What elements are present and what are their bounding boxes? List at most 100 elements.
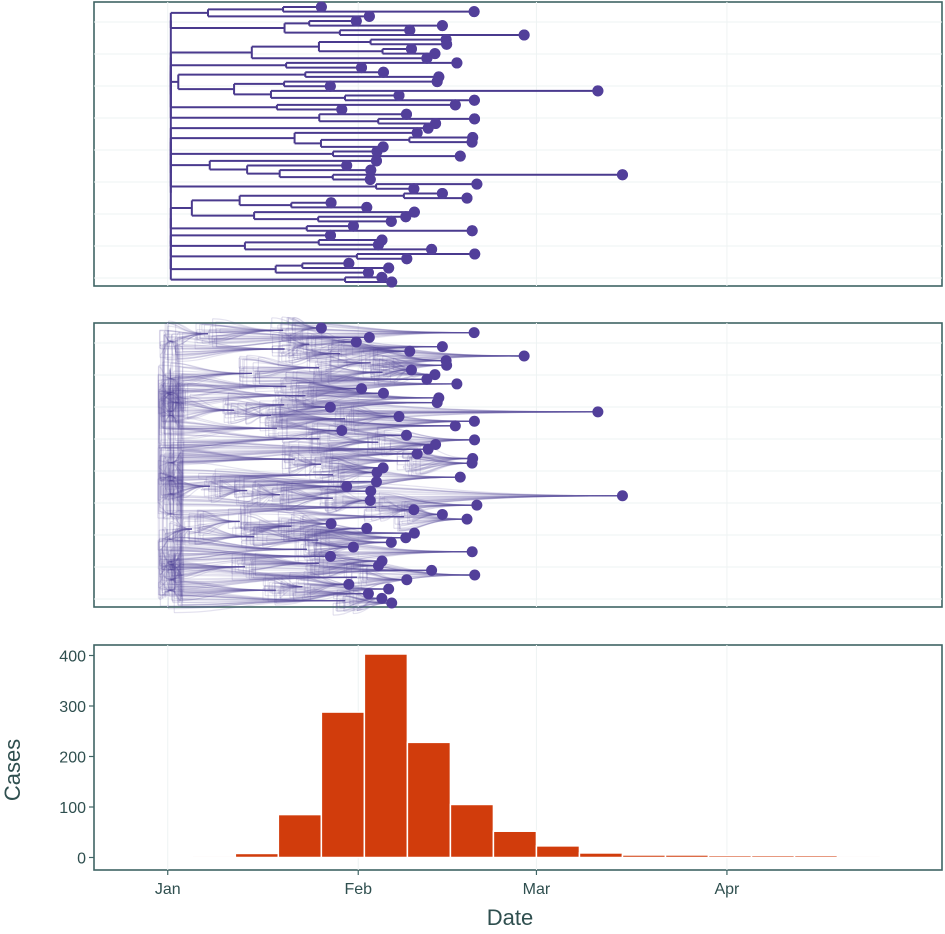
branch-edge bbox=[166, 492, 171, 495]
branch-edge bbox=[165, 372, 287, 387]
branch-edge bbox=[159, 473, 210, 487]
branch-edge bbox=[173, 409, 235, 423]
branch-edge bbox=[165, 458, 295, 464]
branch-edge bbox=[159, 548, 307, 558]
branch-edge bbox=[195, 517, 240, 523]
branch-edge bbox=[160, 558, 245, 568]
branch-edge bbox=[324, 565, 379, 569]
branch-edge bbox=[159, 555, 331, 561]
branch-edge bbox=[173, 567, 357, 578]
branch-edge bbox=[162, 561, 171, 571]
branch-edge bbox=[165, 536, 171, 540]
branch-edge bbox=[259, 367, 319, 373]
branch-edge bbox=[242, 485, 280, 496]
branch-edge bbox=[335, 470, 461, 478]
branch-edge bbox=[420, 462, 473, 475]
branch-edge bbox=[160, 552, 331, 557]
branch-edge bbox=[340, 476, 461, 489]
branch-edge bbox=[272, 490, 371, 500]
branch-edge bbox=[346, 415, 399, 423]
branch-edge bbox=[167, 481, 172, 495]
branch-edge bbox=[174, 496, 377, 509]
branch-edge bbox=[170, 588, 176, 591]
branch-edge bbox=[307, 392, 384, 398]
branch-edge bbox=[241, 529, 415, 534]
tip-point bbox=[341, 480, 353, 492]
branch-edge bbox=[231, 402, 271, 416]
branch-edge bbox=[161, 478, 210, 487]
branch-edge bbox=[314, 565, 379, 572]
branch-edge bbox=[170, 565, 180, 571]
branch-edge bbox=[175, 333, 208, 346]
branch-edge bbox=[199, 525, 255, 538]
branch-edge bbox=[302, 392, 384, 405]
branch-edge bbox=[212, 318, 284, 331]
tip-point bbox=[377, 66, 389, 78]
tip-point bbox=[422, 443, 434, 455]
branch-edge bbox=[280, 490, 371, 501]
branch-edge bbox=[170, 551, 178, 566]
branch-edge bbox=[293, 353, 340, 360]
tip-point bbox=[324, 401, 336, 413]
branch-edge bbox=[240, 358, 319, 369]
branch-edge bbox=[351, 344, 525, 357]
branch-edge bbox=[371, 437, 436, 446]
branch-edge bbox=[244, 525, 292, 536]
branch-edge bbox=[362, 579, 407, 581]
branch-edge bbox=[282, 410, 598, 413]
branch-edge bbox=[268, 586, 303, 590]
branch-edge bbox=[203, 535, 255, 541]
branch-edge bbox=[326, 537, 392, 544]
branch-edge bbox=[174, 576, 357, 589]
branch-edge bbox=[170, 474, 178, 482]
branch-edge bbox=[160, 472, 334, 476]
branch-edge bbox=[166, 405, 235, 411]
branch-edge bbox=[172, 528, 192, 534]
branch-edge bbox=[296, 539, 354, 548]
branch-edge bbox=[244, 370, 427, 380]
branch-edge bbox=[297, 341, 357, 347]
branch-edge bbox=[206, 482, 248, 492]
branch-edge bbox=[161, 555, 331, 559]
branch-edge bbox=[160, 385, 287, 387]
branch-edge bbox=[170, 563, 182, 566]
branch-edge bbox=[168, 448, 429, 459]
branch-edge bbox=[211, 482, 248, 492]
branch-edge bbox=[161, 475, 171, 483]
branch-edge bbox=[175, 438, 320, 442]
branch-edge bbox=[243, 525, 292, 536]
branch-edge bbox=[317, 422, 407, 436]
branch-edge bbox=[294, 344, 340, 355]
branch-edge bbox=[176, 402, 235, 411]
branch-edge bbox=[274, 387, 362, 394]
branch-edge bbox=[302, 390, 384, 394]
branch-edge bbox=[177, 485, 210, 492]
branch-edge bbox=[178, 547, 331, 557]
branch-edge bbox=[283, 497, 333, 502]
branch-edge bbox=[294, 343, 310, 349]
branch-edge bbox=[260, 418, 346, 424]
branch-edge bbox=[159, 566, 245, 578]
branch-edge bbox=[344, 563, 475, 576]
branch-edge bbox=[170, 377, 174, 382]
branch-edge bbox=[343, 417, 475, 422]
branch-edge bbox=[170, 410, 181, 412]
branch-edge bbox=[293, 343, 310, 349]
branch-edge bbox=[168, 553, 172, 563]
branch-edge bbox=[298, 387, 362, 402]
branch-edge bbox=[223, 411, 271, 416]
branch-edge bbox=[170, 574, 178, 581]
branch-edge bbox=[259, 488, 280, 496]
branch-edge bbox=[159, 474, 334, 479]
tip-point bbox=[405, 43, 417, 55]
branch-edge bbox=[252, 532, 415, 536]
branch-edge bbox=[289, 463, 321, 474]
branch-edge bbox=[336, 415, 475, 422]
branch-edge bbox=[159, 390, 171, 394]
branch-edge bbox=[168, 446, 295, 460]
branch-edge bbox=[164, 385, 287, 390]
branch-edge bbox=[289, 572, 349, 585]
branch-edge bbox=[170, 467, 178, 478]
branch-edge bbox=[344, 420, 475, 429]
branch-edge bbox=[208, 336, 370, 345]
